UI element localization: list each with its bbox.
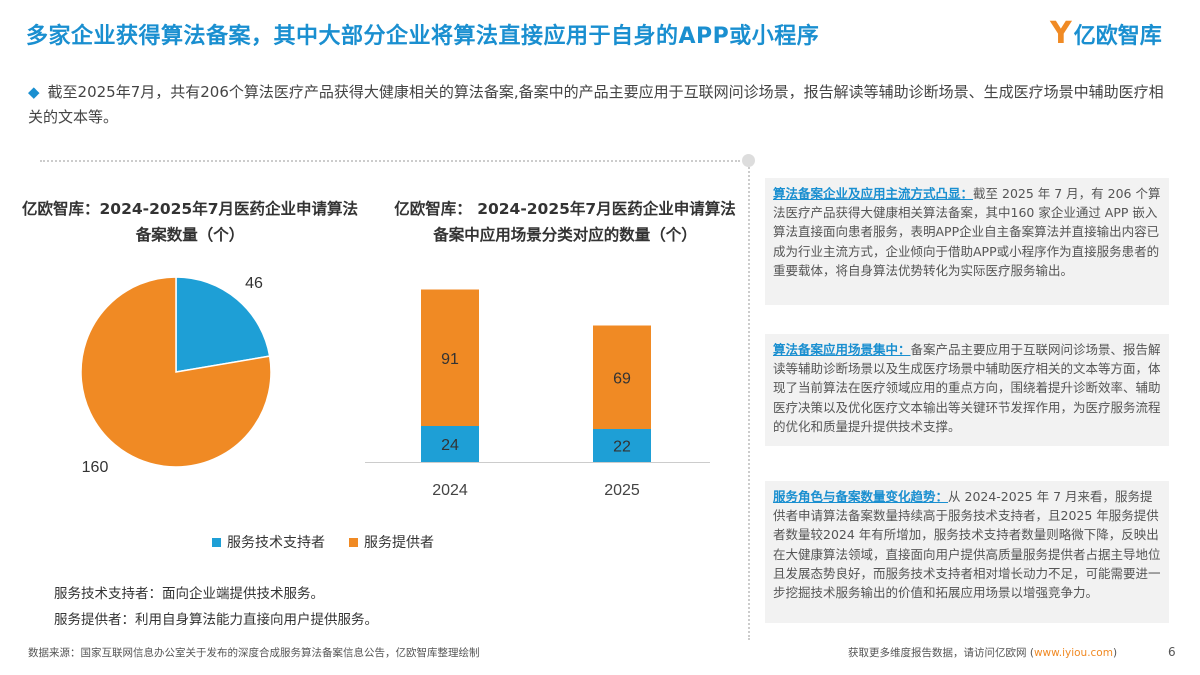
bar-segment — [421, 426, 479, 462]
pie-label: 160 — [82, 459, 109, 476]
panel-heading: 算法备案企业及应用主流方式凸显： — [773, 186, 974, 201]
bar-chart-title: 亿欧智库： 2024-2025年7月医药企业申请算法备案中应用场景分类对应的数量… — [394, 200, 736, 244]
panel-heading: 算法备案应用场景集中： — [773, 342, 911, 357]
bar-segment — [593, 325, 651, 429]
legend-label: 服务技术支持者 — [227, 535, 325, 551]
page-title: 多家企业获得算法备案，其中大部分企业将算法直接应用于自身的APP或小程序 — [26, 24, 820, 49]
logo-icon: Y — [1050, 16, 1072, 51]
panel-2: 算法备案应用场景集中：备案产品主要应用于互联网问诊场景、报告解读等辅助诊断场景以… — [765, 334, 1169, 446]
diamond-bullet-icon: ◆ — [28, 83, 40, 101]
logo-text: 亿欧智库 — [1073, 24, 1162, 49]
divider-vertical — [748, 160, 750, 640]
pie-chart-title: 亿欧智库：2024-2025年7月医药企业申请算法备案数量（个） — [22, 200, 358, 244]
bar-segment — [421, 289, 479, 426]
panel-body: 截至 2025 年 7 月，有 206 个算法医疗产品获得大健康相关算法备案，其… — [773, 186, 1161, 278]
website-link[interactable]: www.iyiou.com — [1033, 647, 1113, 659]
intro-text: ◆ 截至2025年7月，共有206个算法医疗产品获得大健康相关的算法备案,备案中的… — [28, 80, 1178, 130]
bar-data-label: 91 — [441, 351, 459, 368]
panel-heading: 服务角色与备案数量变化趋势： — [773, 489, 949, 504]
footer-more: 获取更多维度报告数据，请访问亿欧网 (www.iyiou.com) — [848, 645, 1117, 660]
pie-slice — [175, 276, 271, 373]
legend: 服务技术支持者 服务提供者 — [212, 532, 434, 552]
x-tick-label: 2025 — [604, 482, 640, 499]
footer-more-text: 获取更多维度报告数据，请访问亿欧网 ( — [848, 647, 1034, 659]
pie-slice — [80, 276, 272, 468]
panel-body: 备案产品主要应用于互联网问诊场景、报告解读等辅助诊断场景以及生成医疗场景中辅助医… — [773, 342, 1161, 434]
legend-provider: 服务提供者 — [349, 532, 434, 552]
charts: 46 160 24 91 2024 22 69 2025 — [80, 275, 710, 499]
panel-1: 算法备案企业及应用主流方式凸显：截至 2025 年 7 月，有 206 个算法医… — [765, 178, 1169, 305]
pie-label: 46 — [245, 275, 263, 292]
footer-paren: ) — [1112, 647, 1118, 659]
bar-data-label: 24 — [441, 437, 459, 454]
legend-label: 服务提供者 — [364, 535, 434, 551]
page-number: 6 — [1168, 645, 1176, 659]
note-provider: 服务提供者：利用自身算法能力直接向用户提供服务。 — [54, 612, 378, 628]
bar-data-label: 22 — [613, 439, 631, 456]
divider-dot — [742, 154, 755, 167]
source-note: 数据来源：国家互联网信息办公室关于发布的深度合成服务算法备案信息公告，亿欧智库整… — [28, 647, 480, 659]
bar-data-label: 69 — [613, 370, 631, 387]
logo: Y 亿欧智库 — [1050, 18, 1162, 50]
note-support: 服务技术支持者：面向企业端提供技术服务。 — [54, 586, 324, 602]
x-tick-label: 2024 — [432, 482, 468, 499]
panel-body: 从 2024-2025 年 7 月来看，服务提供者申请算法备案数量持续高于服务技… — [773, 489, 1161, 601]
bar-segment — [593, 429, 651, 462]
intro-body: 截至2025年7月，共有206个算法医疗产品获得大健康相关的算法备案,备案中的产… — [28, 83, 1164, 126]
legend-support: 服务技术支持者 — [212, 532, 325, 552]
panel-3: 服务角色与备案数量变化趋势：从 2024-2025 年 7 月来看，服务提供者申… — [765, 481, 1169, 623]
divider — [40, 160, 740, 162]
